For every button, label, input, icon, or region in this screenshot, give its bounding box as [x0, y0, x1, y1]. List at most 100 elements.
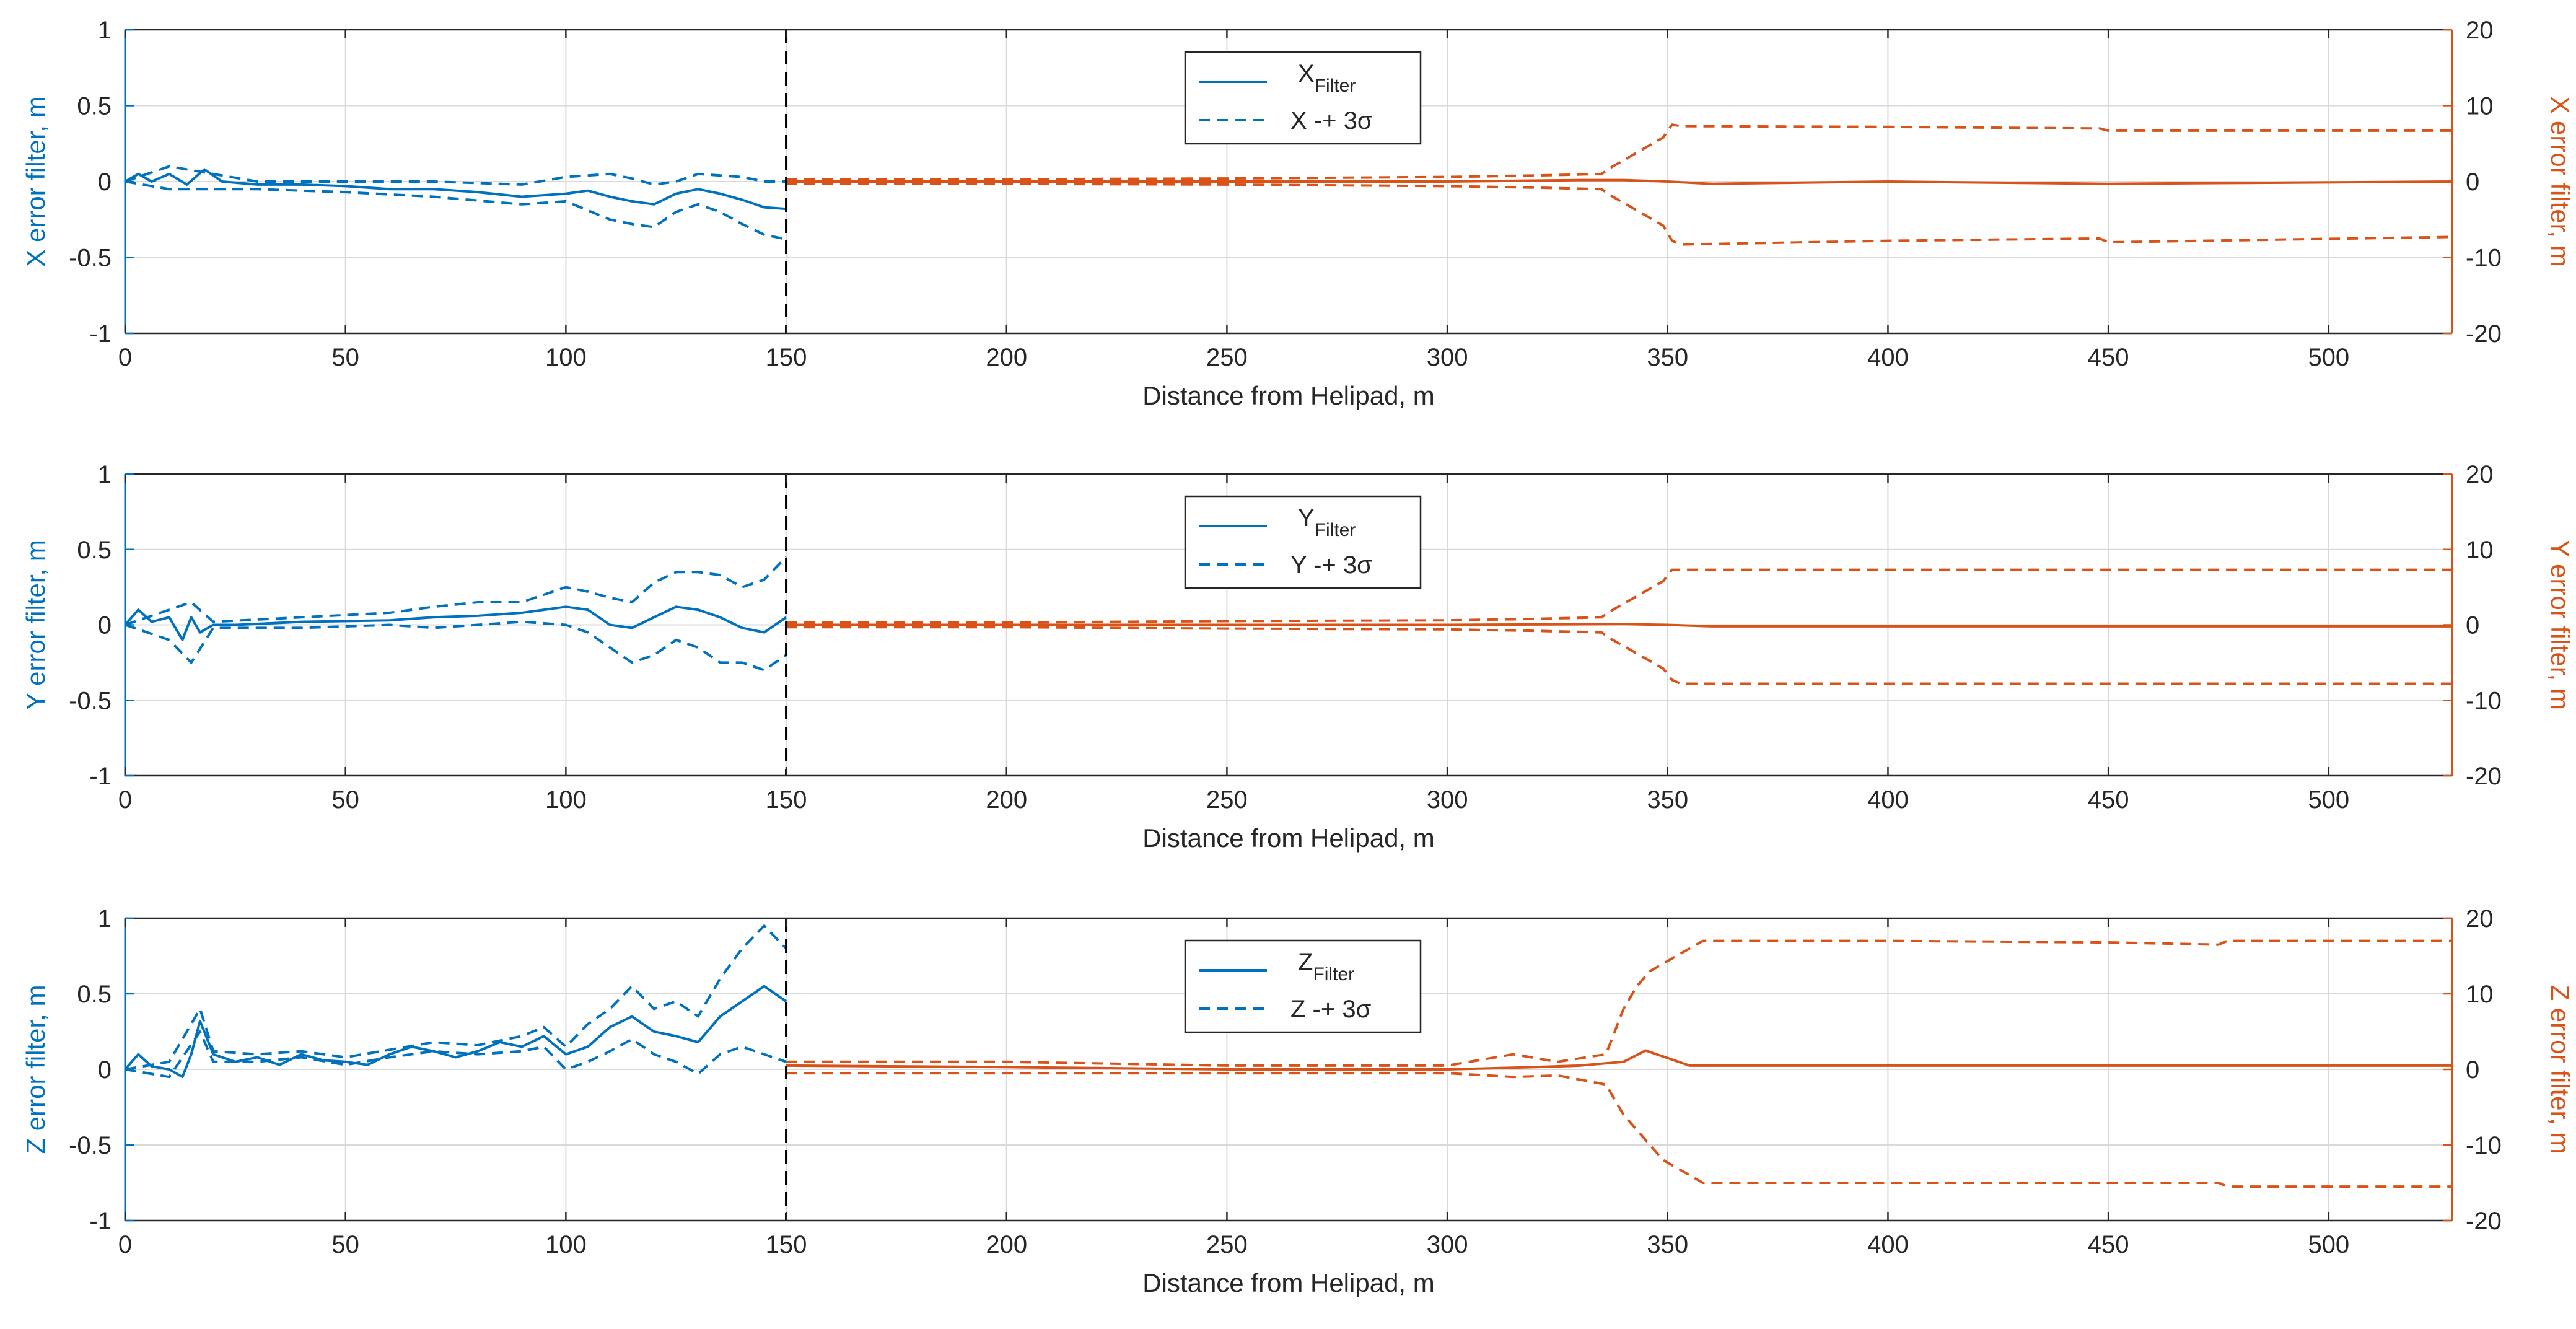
legend-filter-main: Z	[1298, 949, 1313, 976]
x-tick-label: 250	[1206, 344, 1248, 371]
legend-filter-sub: Filter	[1313, 964, 1354, 985]
left-y-tick-label: 0.5	[77, 93, 112, 120]
x-tick-label: 200	[986, 1231, 1027, 1258]
x-tick-label: 450	[2088, 1231, 2129, 1258]
series-line-6	[786, 182, 2453, 246]
x-axis-label: Distance from Helipad, m	[1142, 823, 1435, 853]
x-tick-label: 400	[1867, 1231, 1909, 1258]
legend-filter-main: X	[1298, 60, 1315, 87]
series-line-5	[786, 123, 2452, 181]
x-tick-label: 500	[2308, 786, 2349, 814]
series-line-1	[124, 985, 787, 1079]
x-tick-label: 350	[1647, 1231, 1688, 1258]
left-y-axis-label: Y error filter, m	[21, 540, 50, 710]
x-tick-label: 300	[1427, 1231, 1468, 1258]
right-y-tick-label: -20	[2466, 1208, 2502, 1235]
x-tick-label: 450	[2088, 786, 2129, 814]
right-y-tick-label: -10	[2466, 687, 2502, 714]
x-tick-label: 500	[2308, 344, 2349, 371]
right-y-tick-label: 0	[2466, 1056, 2479, 1084]
legend: XFilter X -+ 3σ	[1184, 51, 1422, 145]
left-y-axis-label: Z error filter, m	[21, 985, 50, 1154]
right-y-tick-label: 20	[2466, 17, 2494, 44]
series-line-4	[786, 623, 2452, 628]
legend-filter-sub: Filter	[1315, 520, 1356, 540]
legend-filter-label: XFilter	[1298, 60, 1356, 96]
x-tick-label: 250	[1206, 786, 1248, 814]
x-tick-label: 0	[118, 786, 132, 814]
series-line-1	[125, 168, 787, 211]
x-tick-label: 200	[986, 786, 1027, 814]
legend: ZFilter Z -+ 3σ	[1184, 939, 1422, 1033]
x-axis-label: Distance from Helipad, m	[1142, 381, 1435, 410]
x-tick-label: 400	[1867, 786, 1909, 814]
x-tick-label: 450	[2088, 344, 2129, 371]
x-tick-label: 150	[766, 344, 807, 371]
legend-filter-main: Y	[1298, 504, 1315, 532]
series-line-1	[124, 605, 787, 641]
legend-sigma-label: Y -+ 3σ	[1290, 551, 1372, 579]
chart-panel-2: 0 50 100 150 200 250 300 350 400 450 500-1-0.500.5…	[21, 461, 2575, 853]
right-y-tick-label: -20	[2466, 763, 2502, 790]
left-y-tick-label: 1	[98, 17, 112, 44]
legend-box	[1184, 495, 1422, 589]
chart-panel-3: 0 50 100 150 200 250 300 350 400 450 500-1-0.500.5…	[21, 905, 2575, 1297]
series-line-2	[125, 924, 787, 1071]
left-y-axis-label: X error filter, m	[21, 96, 50, 266]
legend-box	[1184, 51, 1422, 145]
right-y-tick-label: 20	[2466, 905, 2494, 932]
legend-filter-label: ZFilter	[1298, 949, 1354, 985]
series-line-3	[125, 180, 787, 241]
left-y-tick-label: 0.5	[77, 981, 112, 1008]
series-line-4	[786, 178, 2453, 185]
chart-panel-1: 0 50 100 150 200 250 300 350 400 450 500-1-0.500.5…	[21, 17, 2575, 410]
x-tick-label: 100	[545, 1231, 587, 1258]
series-line-6	[786, 1072, 2452, 1188]
x-tick-label: 0	[118, 1231, 132, 1258]
left-y-tick-label: 0	[98, 169, 112, 196]
series-line-2	[125, 165, 786, 186]
legend-filter-label: YFilter	[1298, 504, 1356, 540]
x-tick-label: 300	[1427, 344, 1468, 371]
left-y-tick-label: -0.5	[69, 687, 112, 714]
left-y-tick-label: -1	[89, 1208, 112, 1235]
x-tick-label: 0	[118, 344, 132, 371]
right-y-tick-label: 10	[2466, 93, 2494, 120]
right-y-axis-label: Y error filter, m	[2546, 540, 2575, 710]
series-line-5	[786, 568, 2452, 624]
x-tick-label: 250	[1206, 1231, 1248, 1258]
left-y-tick-label: 1	[98, 461, 112, 488]
right-y-tick-label: -20	[2466, 320, 2502, 348]
x-tick-label: 350	[1647, 344, 1688, 371]
right-y-tick-label: 10	[2466, 537, 2494, 564]
left-y-tick-label: 0	[98, 612, 112, 639]
legend-filter-sub: Filter	[1315, 76, 1356, 96]
x-tick-label: 100	[545, 344, 587, 371]
legend: YFilter Y -+ 3σ	[1184, 495, 1422, 589]
right-y-tick-label: 10	[2466, 981, 2494, 1008]
x-tick-label: 50	[331, 344, 359, 371]
series-line-2	[125, 556, 787, 626]
left-y-tick-label: 0.5	[77, 537, 112, 564]
series-line-6	[786, 626, 2452, 685]
x-tick-label: 400	[1867, 344, 1909, 371]
x-tick-label: 100	[545, 786, 587, 814]
right-y-axis-label: X error filter, m	[2546, 96, 2575, 266]
x-tick-label: 300	[1427, 786, 1468, 814]
left-y-tick-label: 1	[98, 905, 112, 932]
right-y-tick-label: 0	[2466, 612, 2479, 639]
x-tick-label: 350	[1647, 786, 1688, 814]
legend-sigma-label: X -+ 3σ	[1290, 107, 1373, 134]
legend-sigma-label: Z -+ 3σ	[1290, 996, 1372, 1023]
series-line-4	[786, 1049, 2452, 1071]
x-tick-label: 150	[766, 786, 807, 814]
x-axis-label: Distance from Helipad, m	[1142, 1268, 1435, 1297]
x-tick-label: 50	[331, 786, 359, 814]
series-line-3	[125, 620, 787, 672]
left-y-tick-label: -0.5	[69, 1132, 112, 1159]
left-y-tick-label: -0.5	[69, 245, 112, 272]
series-line-3	[125, 1030, 787, 1079]
legend-box	[1184, 939, 1422, 1033]
x-tick-label: 200	[986, 344, 1027, 371]
